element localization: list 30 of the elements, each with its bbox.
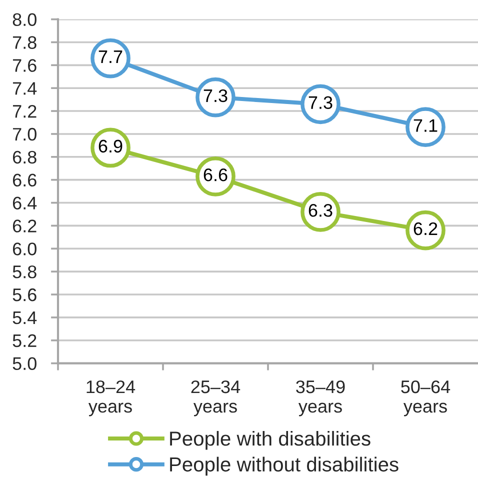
y-tick-label: 5.8 bbox=[12, 266, 36, 278]
data-label: 6.2 bbox=[414, 222, 438, 236]
y-tick-label: 5.4 bbox=[12, 312, 37, 324]
y-tick-label: 6.2 bbox=[12, 220, 36, 232]
y-tick-label: 6.6 bbox=[12, 174, 36, 187]
y-tick-label: 7.4 bbox=[12, 82, 37, 95]
data-label: 6.3 bbox=[308, 204, 332, 217]
y-tick-label: 7.6 bbox=[12, 59, 36, 72]
data-label: 7.1 bbox=[414, 119, 438, 132]
y-tick-label: 6.4 bbox=[12, 196, 37, 210]
y-tick-label: 5.0 bbox=[12, 357, 36, 370]
x-tick-label: 18–24 years bbox=[86, 380, 136, 416]
y-tick-label: 7.8 bbox=[12, 36, 36, 49]
data-label: 7.3 bbox=[308, 96, 332, 109]
data-label: 7.3 bbox=[204, 89, 228, 102]
x-tick-label: 50–64 years bbox=[401, 380, 450, 416]
x-tick-label: 25–34 years bbox=[191, 380, 240, 416]
y-tick-label: 6.8 bbox=[12, 150, 36, 164]
y-tick-label: 6.0 bbox=[12, 242, 36, 256]
data-label: 7.7 bbox=[98, 50, 122, 63]
y-tick-label: 5.2 bbox=[12, 334, 36, 348]
y-tick-label: 8.0 bbox=[12, 13, 36, 26]
x-tick-label: 35–49 years bbox=[296, 380, 345, 416]
data-label: 6.6 bbox=[204, 168, 228, 182]
legend-label: People without disabilities bbox=[170, 456, 398, 476]
y-tick-label: 5.6 bbox=[12, 288, 36, 302]
legend-label: People with disabilities bbox=[170, 430, 370, 450]
y-tick-label: 7.2 bbox=[12, 104, 36, 118]
y-tick-label: 7.0 bbox=[12, 128, 36, 141]
data-label: 6.9 bbox=[98, 140, 122, 153]
